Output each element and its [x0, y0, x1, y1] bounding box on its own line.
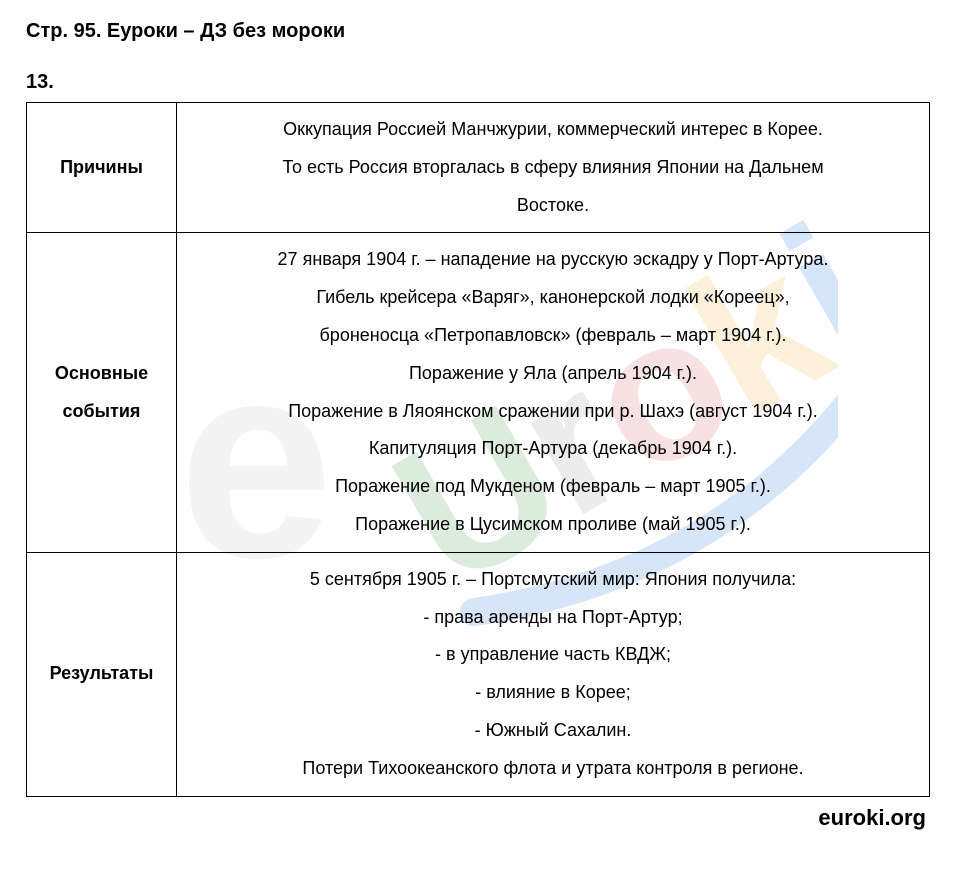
row-content-causes: Оккупация Россией Манчжурии, коммерчески… [177, 103, 930, 233]
row-label-events: Основные события [27, 233, 177, 552]
task-number: 13. [26, 71, 930, 94]
row-content-events: 27 января 1904 г. – нападение на русскую… [177, 233, 930, 552]
table-row: Результаты 5 сентября 1905 г. – Портсмут… [27, 552, 930, 796]
history-table: Причины Оккупация Россией Манчжурии, ком… [26, 102, 930, 797]
table-row: Причины Оккупация Россией Манчжурии, ком… [27, 103, 930, 233]
footer-credit: euroki.org [26, 805, 930, 831]
row-content-results: 5 сентября 1905 г. – Портсмутский мир: Я… [177, 552, 930, 796]
page-header: Стр. 95. Еуроки – ДЗ без мороки [26, 20, 930, 43]
row-label-results: Результаты [27, 552, 177, 796]
table-row: Основные события 27 января 1904 г. – нап… [27, 233, 930, 552]
row-label-causes: Причины [27, 103, 177, 233]
